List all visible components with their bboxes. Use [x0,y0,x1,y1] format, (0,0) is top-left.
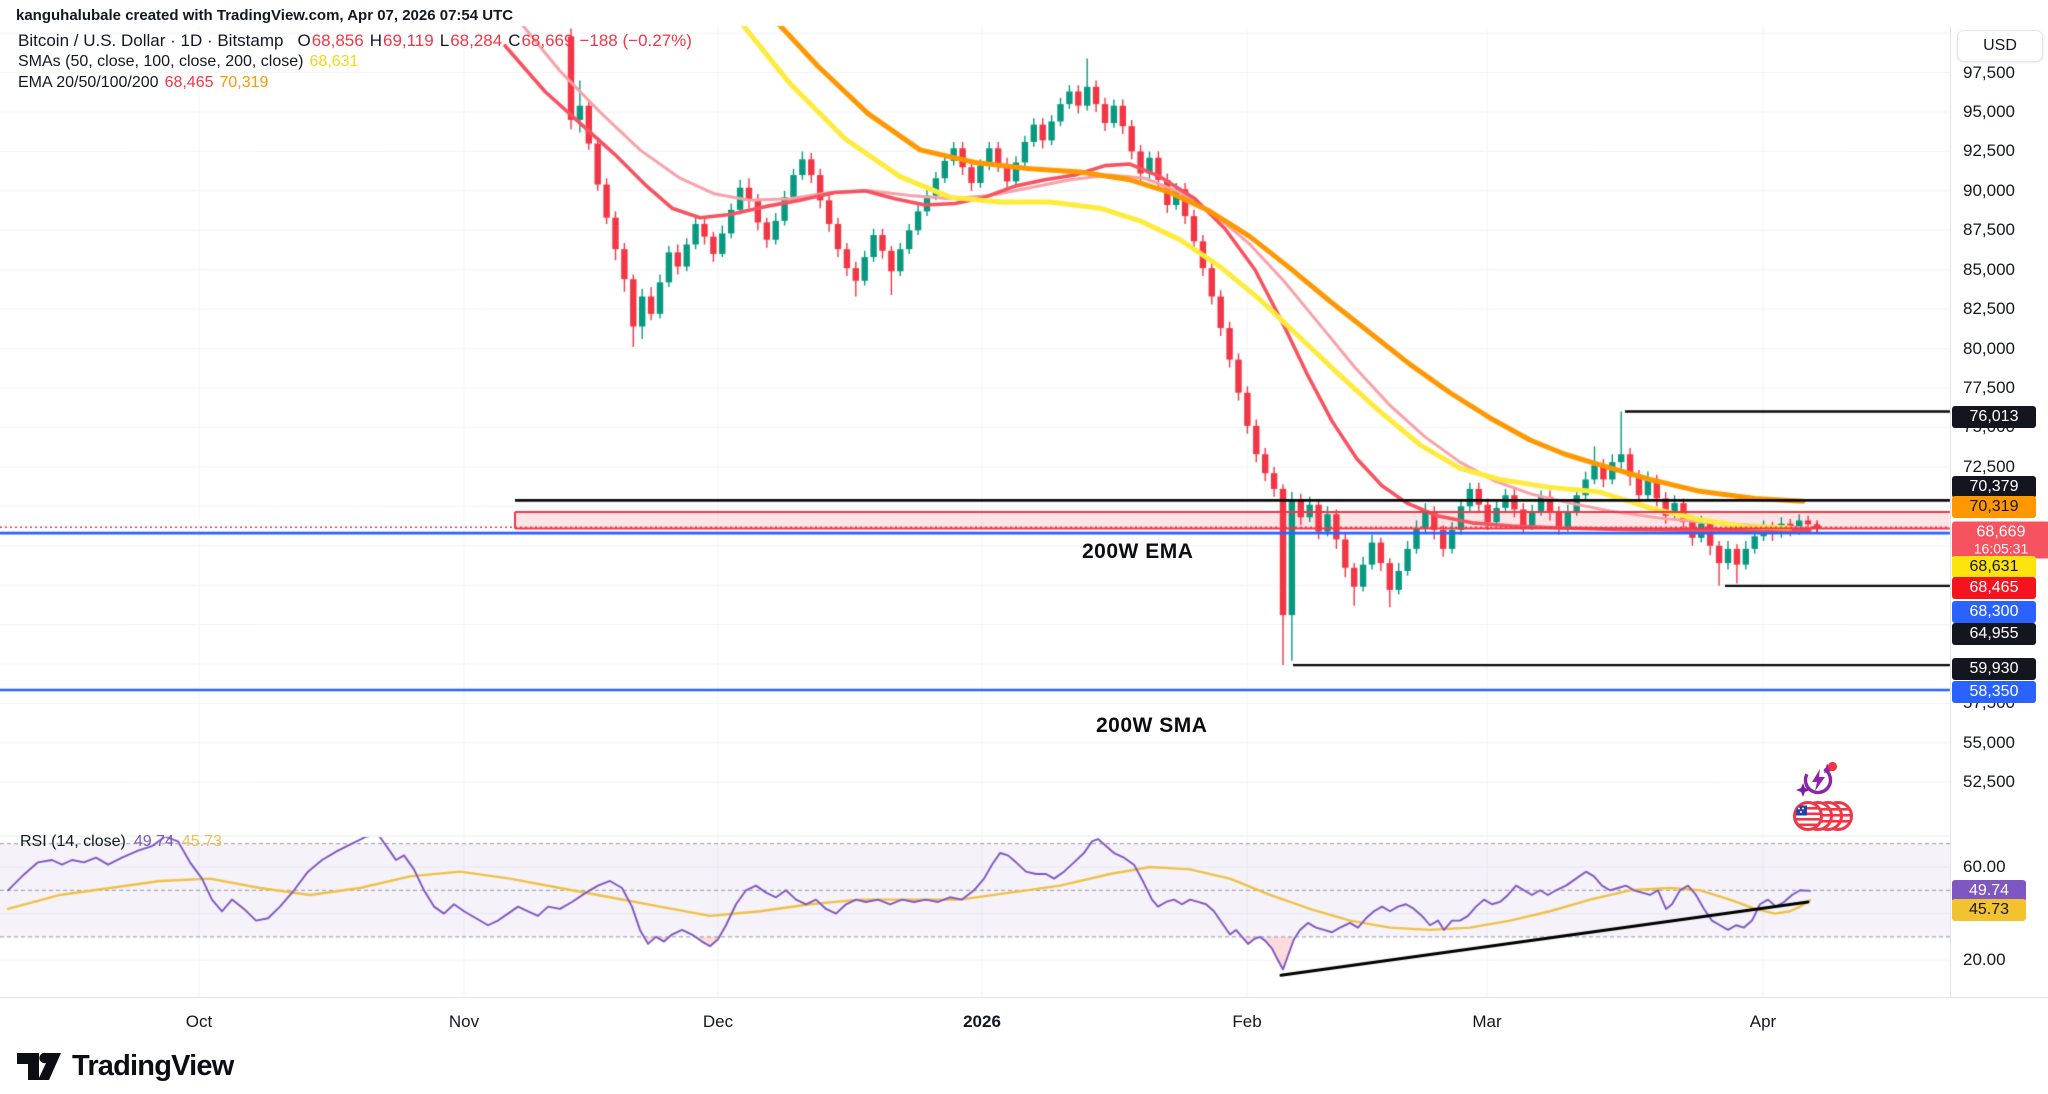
price-tick-label: 90,000 [1963,180,2015,200]
time-tick-label: Oct [185,1012,213,1031]
price-badge: 49.74 [1952,880,2026,902]
price-tick-label: 52,500 [1963,772,2015,792]
ema-value-1: 68,465 [164,74,214,91]
usd-coins-icon[interactable] [1788,796,1858,836]
time-axis[interactable]: Oct Nov Dec 2026 Feb Mar Apr [0,997,2048,1046]
zone-label-200w-sma: 200W SMA [1096,714,1208,737]
price-tick-label: 92,500 [1963,141,2015,161]
price-badge: 59,930 [1952,658,2036,680]
tradingview-logo-icon[interactable] [16,1048,62,1084]
price-tick-label: 82,500 [1963,299,2015,319]
sma-value: 68,631 [309,53,359,70]
time-tick-label: Apr [1749,1012,1777,1031]
close-label: C [508,31,521,50]
price-tick-label: 95,000 [1963,102,2015,121]
price-badge: 45.73 [1952,899,2026,921]
legend-row-symbol: Bitcoin / U.S. Dollar · 1D · Bitstamp O68… [18,30,698,51]
symbol-title[interactable]: Bitcoin / U.S. Dollar · 1D · Bitstamp [18,31,284,50]
footer: TradingView [16,1048,234,1084]
high-label: H [369,31,382,50]
price-axis[interactable]: USD 97,500 95,000 92,500 90,000 87,500 85,000… [1950,26,2048,1045]
tradingview-wordmark[interactable]: TradingView [72,1049,234,1082]
sma-label[interactable]: SMAs (50, close, 100, close, 200, close) [18,53,304,70]
currency-button[interactable]: USD [1957,30,2043,62]
price-badge: 64,955 [1952,623,2036,645]
symbol-legend: Bitcoin / U.S. Dollar · 1D · Bitstamp O68… [18,30,698,93]
change-value: −188 (−0.27%) [579,31,692,50]
zone-label-200w-ema: 200W EMA [1082,540,1194,563]
price-badge: 68,300 [1952,601,2036,623]
price-badge: 70,379 [1952,476,2036,498]
time-tick-label: Dec [702,1012,734,1031]
open-label: O [297,31,311,50]
low-label: L [439,31,450,50]
high-value: 69,119 [382,31,434,50]
price-badge: 76,013 [1952,406,2036,428]
price-badge: 58,350 [1952,681,2036,703]
price-badge: 70,319 [1952,496,2036,518]
time-tick-label: Feb [1232,1012,1262,1031]
time-tick-label: 2026 [963,1012,1001,1031]
ema-label[interactable]: EMA 20/50/100/200 [18,74,159,91]
time-tick-label: Mar [1472,1012,1502,1031]
price-tick-label: 77,500 [1963,378,2015,397]
price-tick-label: 85,000 [1963,259,2015,279]
low-value: 68,284 [450,31,503,50]
price-tick-label: 80,000 [1963,338,2015,358]
price-tick-label: 87,500 [1963,220,2015,240]
close-value: 68,669 [521,31,574,50]
rsi-tick-label: 60.00 [1963,857,2006,876]
ema-value-2: 70,319 [219,74,269,91]
price-badge: 68,465 [1952,577,2036,599]
ai-sparkle-refresh-icon[interactable] [1796,758,1842,800]
price-tick-label: 97,500 [1963,62,2015,82]
legend-row-sma: SMAs (50, close, 100, close, 200, close)… [18,51,698,72]
rsi-label[interactable]: RSI (14, close) [20,833,126,850]
rsi-ma-value: 45.73 [181,833,222,850]
rsi-value: 49.74 [133,833,174,850]
rsi-tick-label: 20.00 [1963,950,2006,970]
legend-row-ema: EMA 20/50/100/200 68,465 70,319 [18,72,698,93]
rsi-legend: RSI (14, close) 49.74 45.73 [20,833,230,851]
price-tick-label: 55,000 [1963,732,2015,752]
price-tick-label: 72,500 [1963,456,2015,476]
open-value: 68,856 [311,31,364,50]
price-badge: 68,669 16:05:31 [1952,521,2048,559]
time-tick-label: Nov [448,1012,480,1031]
price-badge: 68,631 [1952,556,2036,578]
